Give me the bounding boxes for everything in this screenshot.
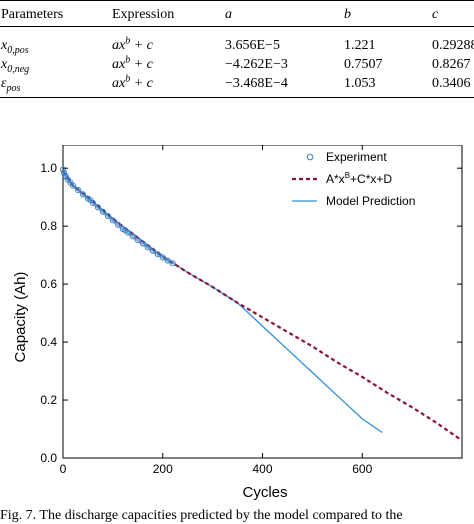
table-header-rule [0,26,474,27]
y-tick-label: 0.6 [40,277,57,291]
y-axis-label: Capacity (Ah) [12,272,29,363]
table-row-b: 1.053 [344,76,376,91]
experiment-point [114,221,121,228]
experiment-point [69,182,77,189]
table-row-b: 1.221 [344,38,376,53]
y-tick-label: 0.0 [40,451,57,465]
legend-marker-experiment [306,153,314,161]
table-row-param: x0,pos [1,38,29,56]
experiment-point [89,199,96,207]
series-experiment-band [61,169,174,265]
experiment-point [139,240,146,247]
table-bottom-rule [0,97,474,98]
header-a: a [225,7,232,22]
header-parameters: Parameters [1,7,64,22]
parameter-table: Parameters Expression a b c x0,pos axb +… [0,0,474,100]
header-expression: Expression [112,7,175,22]
table-row-a: 3.656E−5 [225,38,280,53]
experiment-point [61,172,69,179]
experiment-point [99,208,106,215]
legend-label-fit: A*xB+C*x+D [326,171,392,186]
table-row-c: 0.8267 [432,57,471,72]
series-model-prediction [62,170,383,434]
x-tick-label: 400 [252,462,272,476]
experiment-point [159,254,166,261]
x-axis-label: Cycles [242,484,287,501]
x-tick-label: 0 [60,462,67,476]
y-tick-label: 1.0 [40,161,57,175]
experiment-point [79,191,86,198]
table-row-a: −4.262E−3 [225,57,288,72]
table-row-expression: axb + c [112,54,153,72]
header-c: c [432,7,439,22]
table-row-b: 0.7507 [344,57,383,72]
table-row-a: −3.468E−4 [225,76,288,91]
table-row-expression: axb + c [112,35,153,53]
experiment-point [104,212,111,220]
chart-svg: 0 200 400 600 0.0 0.2 0.4 0.6 0.8 1.0 Cycles Capa… [12,145,463,501]
experiment-point [94,204,101,211]
capacity-chart: 0 200 400 600 0.0 0.2 0.4 0.6 0.8 1.0 Cycles Capa… [0,145,474,505]
table-row-expression: axb + c [112,73,153,91]
table-row-c: 0.3406 [432,76,471,91]
experiment-point [169,260,176,267]
experiment-point [109,217,116,224]
legend-label-model: Model Prediction [326,194,415,208]
table-row-c: 0.29288 [432,38,474,53]
experiment-point [144,244,151,251]
experiment-point [124,229,131,236]
table-row-param: x0,neg [1,57,30,75]
y-tick-label: 0.4 [40,335,57,349]
experiment-point [154,251,161,258]
plot-frame [62,145,463,459]
y-tick-label: 0.8 [40,219,57,233]
x-tick-label: 200 [153,462,173,476]
table-row-param: εpos [1,76,21,94]
experiment-point [129,233,136,240]
experiment-point [134,237,141,244]
chart-legend: Experiment A*xB+C*x+D Model Prediction [292,150,415,208]
y-tick-label: 0.2 [40,393,57,407]
series-fit-curve [62,170,463,442]
figure-caption: Fig. 7. The discharge capacities predict… [0,508,403,523]
experiment-point [74,186,82,193]
experiment-point [164,257,171,264]
table-top-rule [0,0,474,1]
header-b: b [344,7,351,22]
x-tick-label: 600 [352,462,372,476]
legend-label-experiment: Experiment [326,150,387,164]
experiment-point [149,247,156,254]
experiment-point [59,166,67,173]
